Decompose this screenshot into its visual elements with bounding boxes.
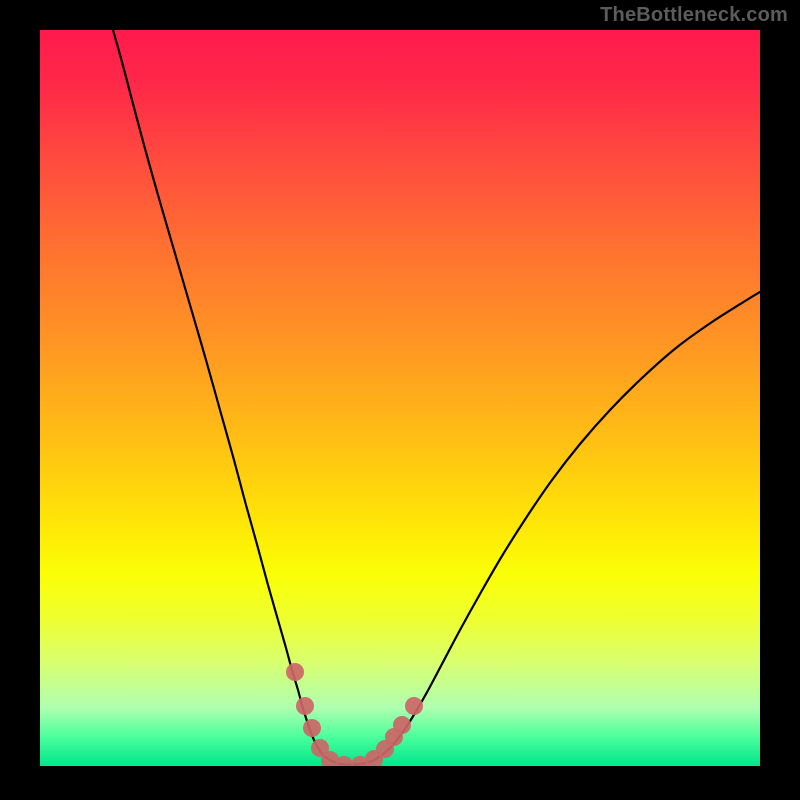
curve-layer: [40, 30, 760, 766]
data-marker: [286, 663, 304, 681]
data-marker: [303, 719, 321, 737]
curve-left-branch: [113, 30, 342, 765]
data-marker: [393, 716, 411, 734]
data-marker: [405, 697, 423, 715]
plot-area: [40, 30, 760, 766]
chart-frame: TheBottleneck.com: [0, 0, 800, 800]
curve-right-branch: [342, 292, 760, 765]
marker-group: [286, 663, 423, 766]
watermark-text: TheBottleneck.com: [600, 4, 788, 27]
data-marker: [296, 697, 314, 715]
